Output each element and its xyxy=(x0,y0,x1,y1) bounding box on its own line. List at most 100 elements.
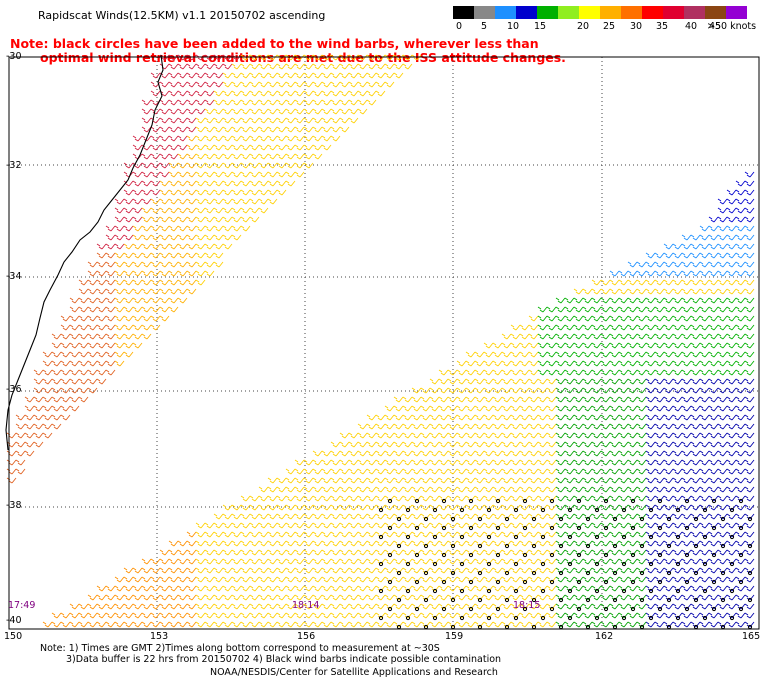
wind-barb xyxy=(15,423,26,430)
wind-barb xyxy=(681,459,692,466)
wind-barb xyxy=(42,351,53,358)
wind-barb xyxy=(294,504,305,511)
wind-barb xyxy=(168,243,179,250)
wind-barb xyxy=(654,270,665,277)
wind-barb xyxy=(105,225,116,232)
wind-barb xyxy=(645,558,656,565)
wind-barb xyxy=(564,468,575,475)
wind-barb xyxy=(573,585,584,592)
contamination-circle xyxy=(630,552,636,558)
wind-barb xyxy=(618,396,629,403)
wind-barb xyxy=(618,369,629,376)
wind-barb xyxy=(42,396,53,403)
wind-barb xyxy=(330,72,341,79)
wind-barb xyxy=(276,477,287,484)
wind-barb xyxy=(735,261,746,268)
contamination-circle xyxy=(432,588,438,594)
wind-barb xyxy=(96,288,107,295)
wind-barb xyxy=(429,567,440,574)
wind-barb xyxy=(582,594,593,601)
wind-barb xyxy=(384,468,395,475)
wind-barb xyxy=(420,414,431,421)
wind-barb xyxy=(528,333,539,340)
wind-barb xyxy=(735,351,746,358)
contamination-circle xyxy=(441,498,447,504)
wind-barb xyxy=(699,576,710,583)
wind-barb xyxy=(555,450,566,457)
wind-barb xyxy=(222,558,233,565)
wind-barb xyxy=(564,558,575,565)
wind-barb xyxy=(150,171,161,178)
wind-barb xyxy=(645,567,656,574)
wind-barb xyxy=(663,450,674,457)
wind-barb xyxy=(285,594,296,601)
wind-barb xyxy=(249,612,260,619)
contamination-circle xyxy=(576,498,582,504)
wind-barb xyxy=(267,486,278,493)
wind-barb xyxy=(672,333,683,340)
wind-barb xyxy=(312,108,323,115)
wind-barb xyxy=(375,603,386,610)
wind-barb xyxy=(15,441,26,448)
wind-barb xyxy=(186,261,197,268)
wind-barb xyxy=(375,549,386,556)
wind-barb xyxy=(519,378,530,385)
wind-barb xyxy=(663,468,674,475)
wind-barb xyxy=(699,441,710,448)
wind-barb xyxy=(699,261,710,268)
wind-barb xyxy=(159,162,170,169)
scale-swatch xyxy=(600,6,621,19)
wind-barb xyxy=(267,603,278,610)
wind-barb xyxy=(51,333,62,340)
wind-barb xyxy=(555,414,566,421)
wind-barb xyxy=(393,504,404,511)
wind-barb xyxy=(672,486,683,493)
wind-barb xyxy=(636,504,647,511)
wind-barb xyxy=(600,333,611,340)
wind-barb xyxy=(717,414,728,421)
wind-barb xyxy=(375,594,386,601)
wind-barb xyxy=(330,549,341,556)
wind-barb xyxy=(699,585,710,592)
contamination-circle xyxy=(423,597,429,603)
wind-barb xyxy=(618,549,629,556)
wind-barb xyxy=(393,594,404,601)
wind-barb xyxy=(600,504,611,511)
wind-barb xyxy=(150,612,161,619)
wind-barb xyxy=(582,306,593,313)
wind-barb xyxy=(717,441,728,448)
wind-barb xyxy=(510,441,521,448)
wind-barb xyxy=(330,135,341,142)
wind-barb xyxy=(285,162,296,169)
wind-barb xyxy=(267,153,278,160)
wind-barb xyxy=(663,531,674,538)
wind-barb xyxy=(501,612,512,619)
wind-barb xyxy=(573,378,584,385)
wind-barb xyxy=(591,495,602,502)
wind-barb xyxy=(258,117,269,124)
wind-barb xyxy=(699,594,710,601)
wind-barb xyxy=(375,567,386,574)
wind-barb xyxy=(483,378,494,385)
wind-barb xyxy=(69,369,80,376)
wind-barb xyxy=(69,396,80,403)
wind-barb xyxy=(672,585,683,592)
wind-barb xyxy=(240,108,251,115)
wind-barb xyxy=(483,468,494,475)
wind-barb xyxy=(744,243,755,250)
wind-barb xyxy=(627,324,638,331)
wind-barb xyxy=(150,585,161,592)
wind-barb xyxy=(195,594,206,601)
wind-barb xyxy=(735,495,746,502)
wind-barb xyxy=(600,405,611,412)
wind-barb xyxy=(636,369,647,376)
wind-barb xyxy=(717,513,728,520)
wind-barb xyxy=(483,531,494,538)
wind-barb xyxy=(717,342,728,349)
wind-barb xyxy=(717,351,728,358)
wind-barb xyxy=(609,360,620,367)
wind-barb xyxy=(384,495,395,502)
wind-barb xyxy=(159,180,170,187)
wind-barb xyxy=(195,585,206,592)
contamination-circle xyxy=(495,606,501,612)
